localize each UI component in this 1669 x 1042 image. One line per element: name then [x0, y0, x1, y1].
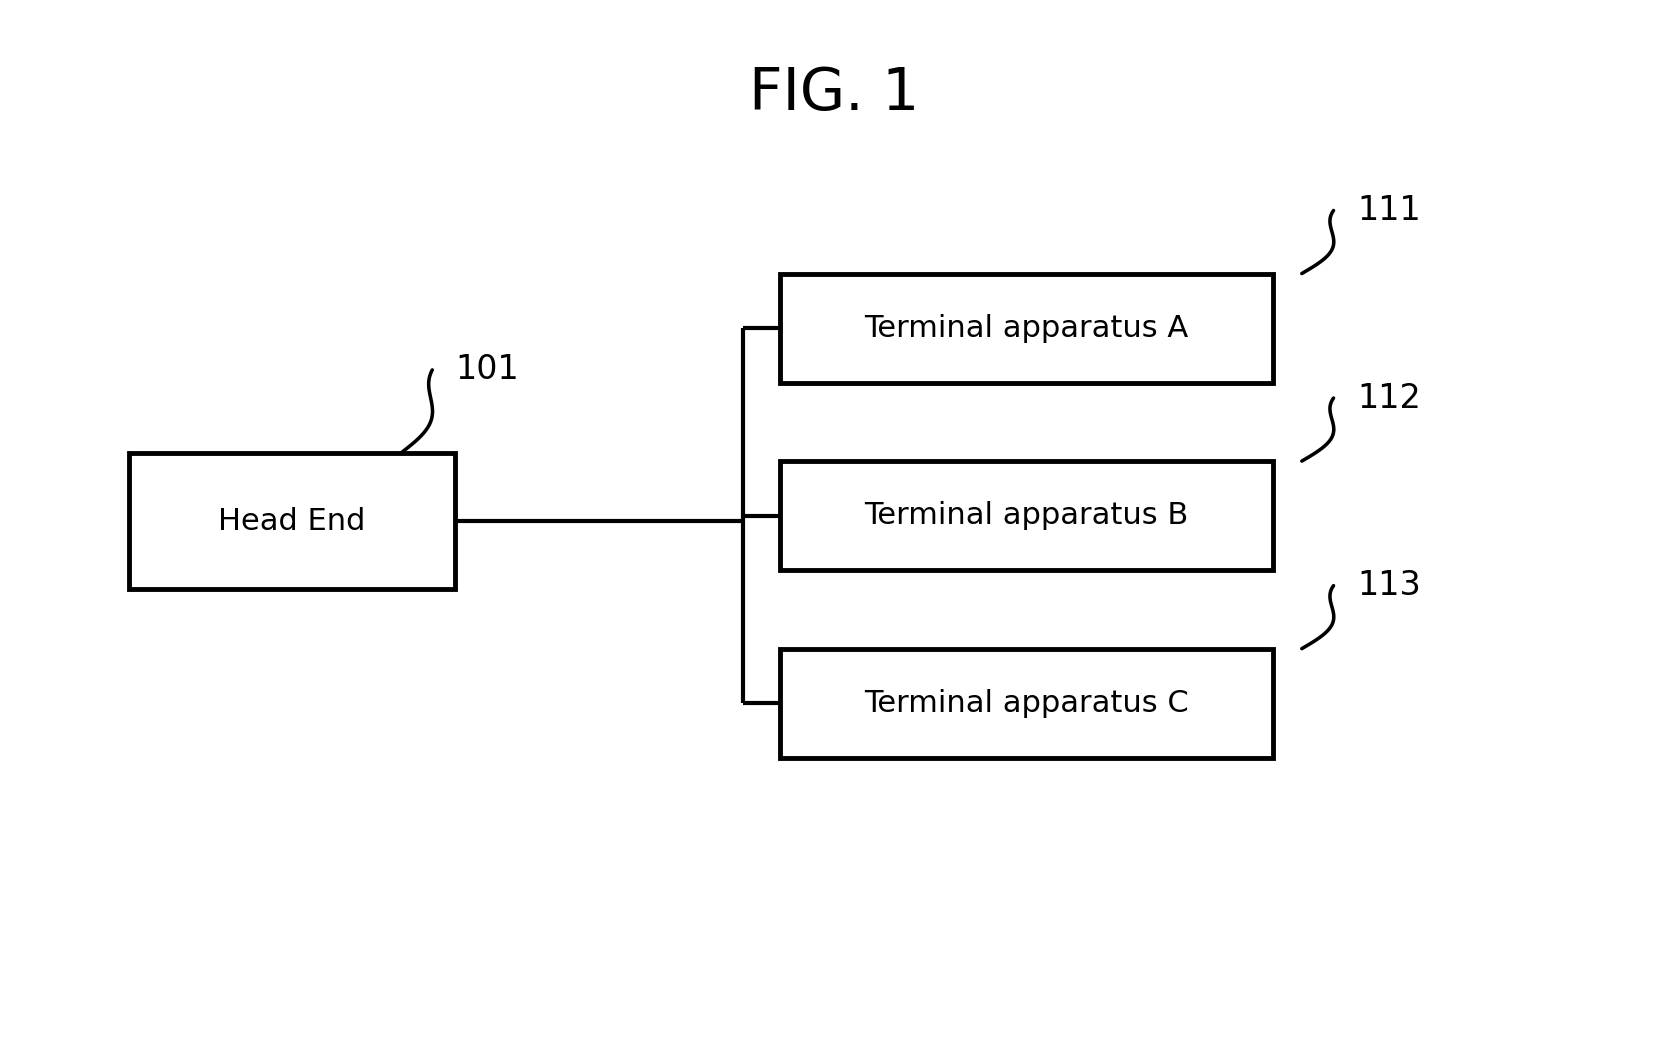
FancyBboxPatch shape — [129, 453, 454, 589]
FancyBboxPatch shape — [781, 273, 1272, 382]
Text: 111: 111 — [1357, 194, 1420, 227]
Text: Head End: Head End — [219, 506, 366, 536]
Text: 101: 101 — [456, 353, 519, 387]
Text: FIG. 1: FIG. 1 — [749, 66, 920, 122]
Text: Terminal apparatus C: Terminal apparatus C — [865, 689, 1188, 718]
Text: 113: 113 — [1357, 569, 1420, 602]
FancyBboxPatch shape — [781, 461, 1272, 571]
Text: Terminal apparatus A: Terminal apparatus A — [865, 314, 1188, 343]
FancyBboxPatch shape — [781, 648, 1272, 759]
Text: 112: 112 — [1357, 381, 1420, 415]
Text: Terminal apparatus B: Terminal apparatus B — [865, 501, 1188, 530]
